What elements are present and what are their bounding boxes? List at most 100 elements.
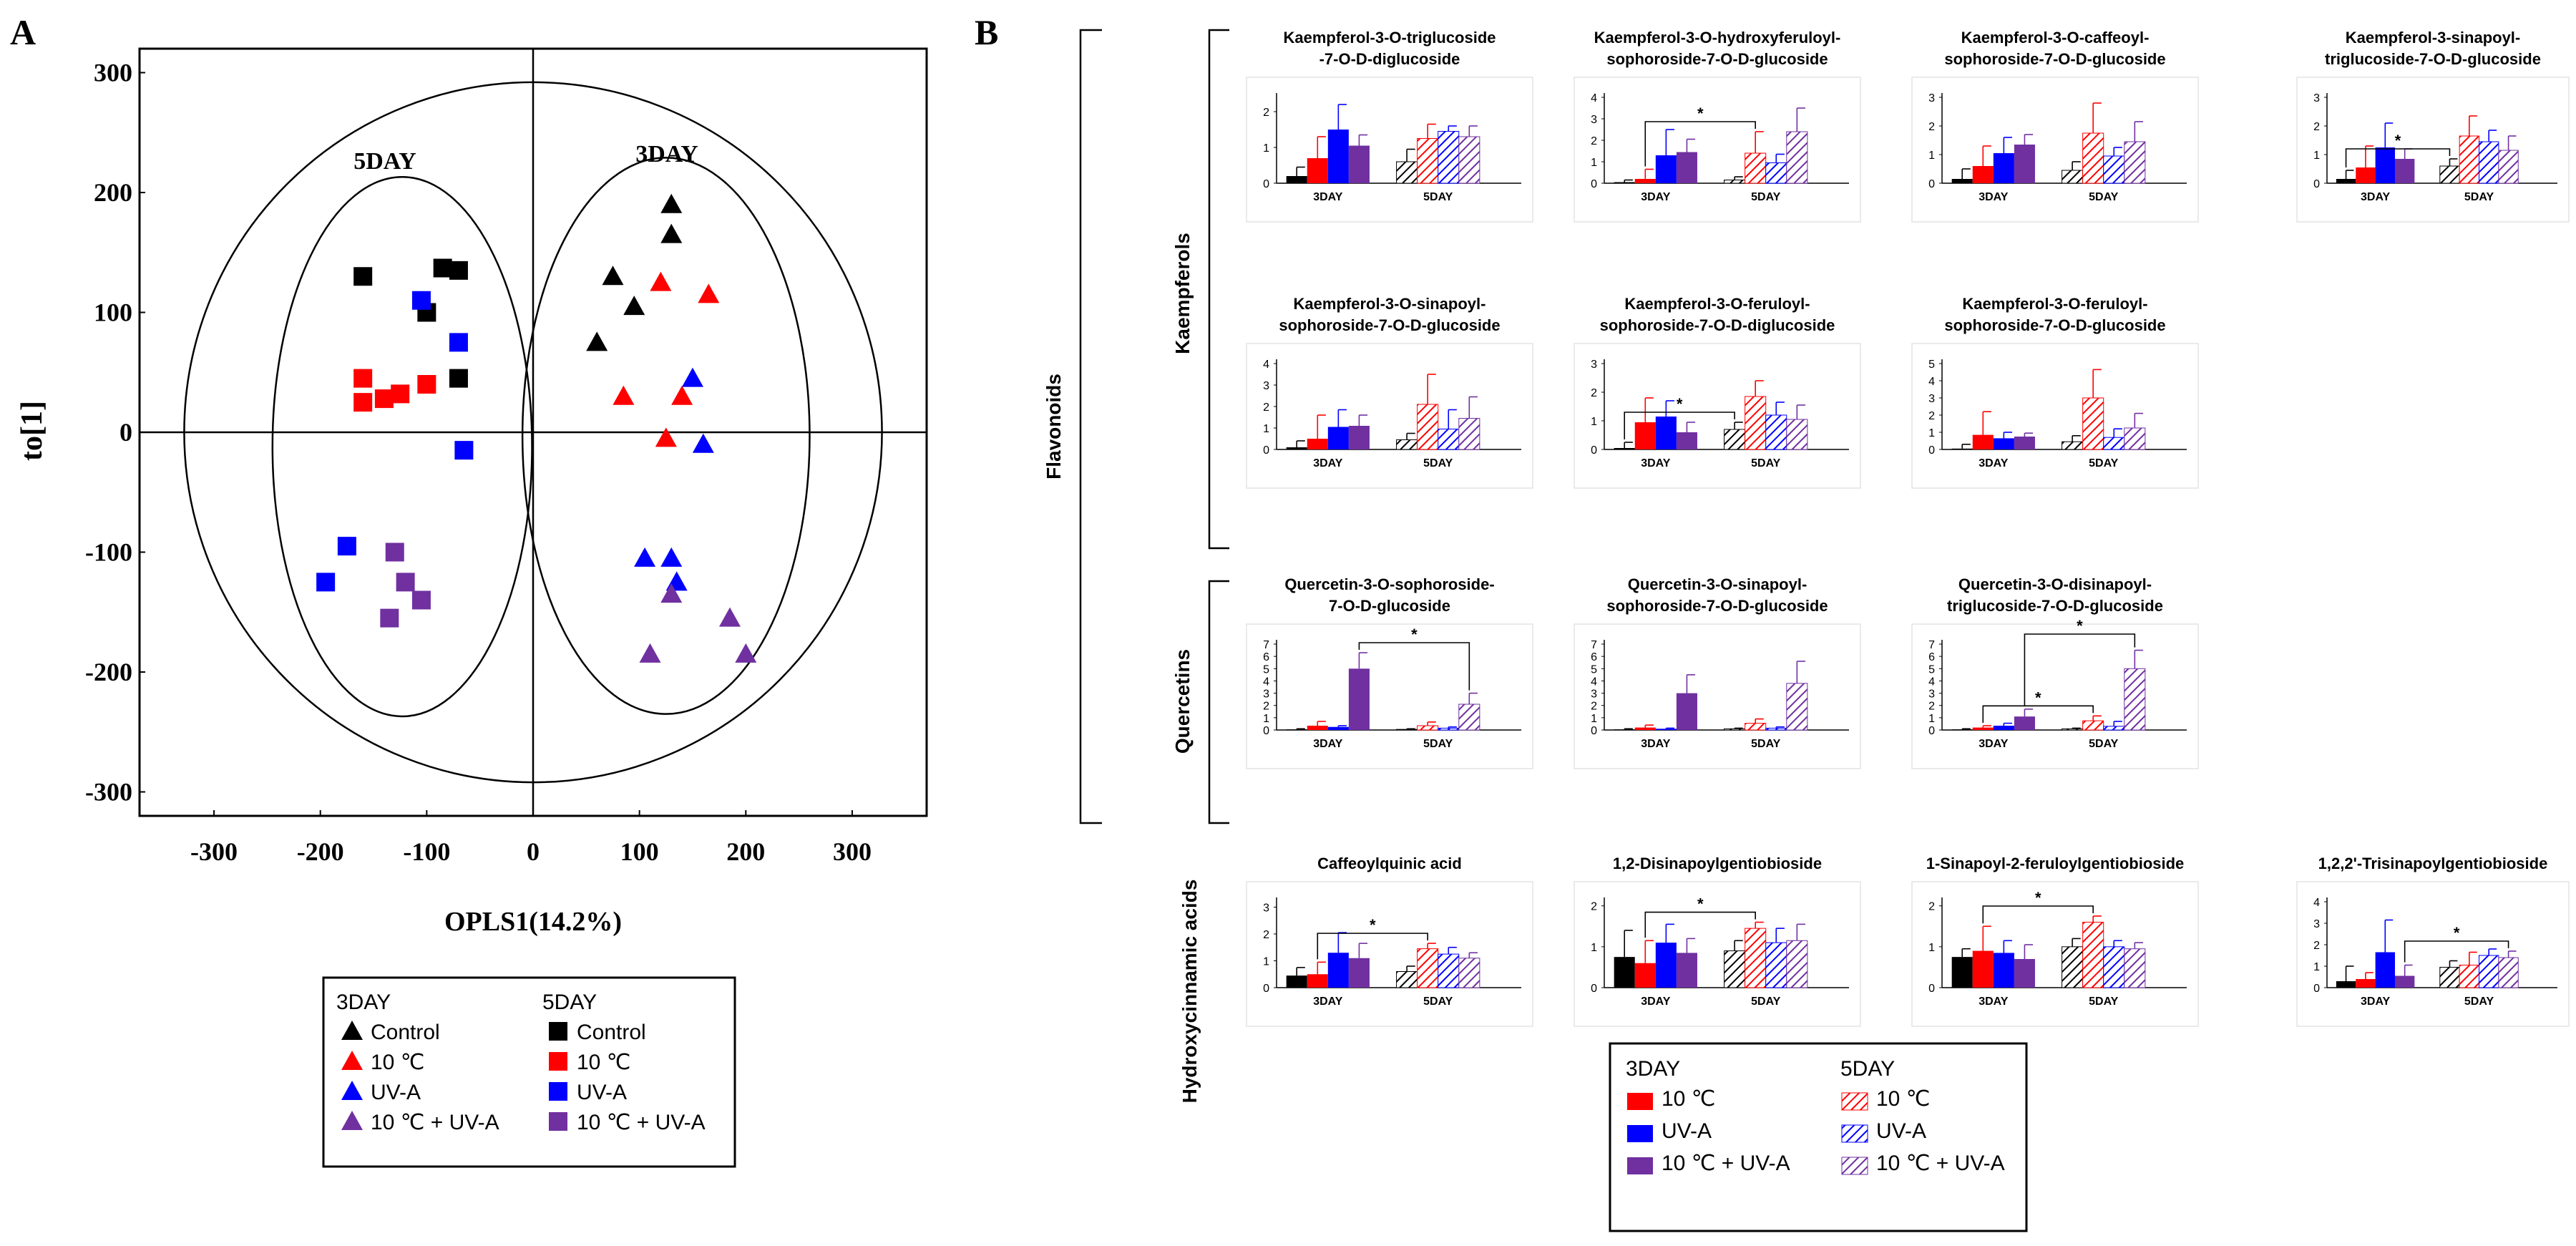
bar-3day-control <box>1614 448 1635 449</box>
chart-title: 1,2,2'-Trisinapoylgentiobioside <box>2318 855 2548 872</box>
chart-title: sophoroside-7-O-D-glucoside <box>1944 50 2165 68</box>
y-tick-label: 3 <box>1591 688 1597 701</box>
x-category-label: 5DAY <box>2464 996 2494 1008</box>
y-tick-label: 2 <box>1263 929 1269 941</box>
x-category-label: 3DAY <box>1641 457 1671 469</box>
point-day3-control <box>602 266 624 286</box>
x-category-label: 5DAY <box>1423 457 1453 469</box>
bar-3day-ten_c <box>1307 158 1328 183</box>
panel-a-x-axis-label: OPLS1(14.2%) <box>444 907 622 937</box>
significance-marker: * <box>1697 104 1704 122</box>
bar-5day-control <box>1724 950 1746 988</box>
bar-5day-ten_c <box>1745 928 1767 988</box>
y-tick-label: 1 <box>1263 423 1269 435</box>
point-day3-combo <box>660 583 683 603</box>
x-category-label: 3DAY <box>1979 191 2009 203</box>
bar-5day-control <box>2062 441 2084 450</box>
bar-5day-uva <box>2103 946 2125 988</box>
legend-marker-5day-control <box>549 1022 567 1041</box>
significance-bracket <box>2024 633 2136 706</box>
scatter-plot: -300 -200 -100 0 100 200 300 300 200 100 0 -100 -200… <box>85 47 928 1131</box>
significance-bracket <box>1624 412 1735 439</box>
bar-5day-ten_c <box>1745 723 1767 731</box>
panel-b-legend-3day-label-uva: UV-A <box>1662 1119 1712 1143</box>
chart-title: Quercetin-3-O-disinapoyl- <box>1958 575 2152 593</box>
y-tick-label: 2 <box>1928 901 1935 913</box>
chart-title: 1,2-Disinapoylgentiobioside <box>1613 855 1822 872</box>
y-tick-label: 0 <box>1591 444 1597 457</box>
bar-3day-combo <box>2014 145 2035 183</box>
y-tick-label: 6 <box>1263 651 1269 663</box>
y-tick-label: 4 <box>1928 676 1935 688</box>
chart-title: Caffeoylquinic acid <box>1317 855 1462 872</box>
bar-5day-ten_c <box>1417 948 1439 988</box>
bar-chart-12: 1,2-Disinapoylgentiobioside 0 1 2 3DAY 5DAY * <box>1574 855 1861 1027</box>
cluster-label-5day: 5DAY <box>353 148 416 175</box>
chart-title: Kaempferol-3-O-feruloyl- <box>1962 295 2147 313</box>
y-tick-label: -100 <box>85 538 132 567</box>
bar-3day-combo <box>2394 159 2415 183</box>
bar-5day-uva <box>2103 437 2125 450</box>
y-tick-label: 200 <box>94 178 132 207</box>
y-tick-label: 0 <box>1263 444 1269 457</box>
legend-marker-5day-ten_c <box>549 1052 567 1071</box>
y-tick-label: 1 <box>1928 713 1935 725</box>
bar-5day-uva <box>2103 726 2125 731</box>
y-tick-label: 1 <box>1591 713 1597 725</box>
y-tick-label: 0 <box>1263 725 1269 737</box>
y-tick-label: 3 <box>1263 902 1269 915</box>
bar-3day-ten_c <box>1307 726 1328 730</box>
point-day5-ten_c <box>417 375 436 394</box>
x-category-label: 3DAY <box>1313 996 1343 1008</box>
chart-title: Quercetin-3-O-sophoroside- <box>1284 575 1494 593</box>
point-day3-ten_c <box>698 283 720 303</box>
bar-chart-10: Quercetin-3-O-disinapoyl-triglucoside-7-… <box>1911 575 2199 769</box>
legend-marker-5day-combo <box>549 1112 567 1131</box>
panel-b-legend-5day-label-uva: UV-A <box>1876 1119 1926 1143</box>
y-tick-label: 3 <box>2313 918 2320 930</box>
x-category-label: 5DAY <box>1423 738 1453 750</box>
point-day5-uva <box>337 537 356 556</box>
bar-3day-ten_c <box>1972 166 1994 183</box>
chart-frame <box>1574 623 1861 769</box>
bar-5day-combo <box>1786 419 1808 450</box>
y-tick-label: 2 <box>2313 121 2320 133</box>
bar-5day-ten_c <box>1417 138 1439 184</box>
x-category-label: 5DAY <box>2089 738 2119 750</box>
bar-5day-ten_c <box>1417 725 1439 731</box>
x-category-label: 5DAY <box>1751 738 1781 750</box>
significance-bracket <box>2345 148 2451 167</box>
bar-3day-uva <box>1655 943 1677 988</box>
panel-a-legend-5day-label-control: Control <box>577 1021 646 1044</box>
bar-5day-control <box>2439 967 2460 988</box>
bar-5day-combo <box>1458 704 1480 731</box>
y-tick-label: 3 <box>1928 393 1935 405</box>
panel-a-legend-5day-label-uva: UV-A <box>577 1081 627 1104</box>
bar-3day-combo <box>1676 693 1697 730</box>
bar-chart-9: Quercetin-3-O-sinapoyl-sophoroside-7-O-D… <box>1574 575 1861 769</box>
point-day3-uva <box>660 547 683 567</box>
panel-a-legend-5day-label-combo: 10 ℃ + UV-A <box>577 1111 706 1134</box>
x-category-label: 3DAY <box>1641 191 1671 203</box>
significance-bracket <box>1982 905 2094 924</box>
bar-5day-control <box>1396 161 1418 184</box>
bar-3day-ten_c <box>1307 974 1328 988</box>
bar-5day-ten_c <box>2082 922 2104 988</box>
bar-3day-ten_c <box>2356 167 2376 183</box>
y-tick-label: -200 <box>85 658 132 686</box>
x-category-label: 5DAY <box>2464 191 2494 203</box>
bar-3day-control <box>1951 179 1973 183</box>
y-tick-label: 0 <box>2313 178 2320 190</box>
bar-3day-combo <box>2014 437 2035 449</box>
bar-5day-combo <box>2124 427 2146 450</box>
y-tick-label: 0 <box>2313 983 2320 995</box>
y-tick-label: 1 <box>1591 942 1597 954</box>
chart-title: Kaempferol-3-sinapoyl- <box>2346 29 2521 47</box>
x-category-label: 5DAY <box>1751 996 1781 1008</box>
point-day5-combo <box>385 542 404 562</box>
panel-a-legend-5day-label-ten_c: 10 ℃ <box>577 1051 630 1074</box>
bar-3day-uva <box>1327 726 1349 730</box>
legend-marker-3day-control <box>341 1021 363 1040</box>
bar-3day-uva <box>1993 953 2014 988</box>
bar-5day-ten_c <box>1417 404 1439 450</box>
